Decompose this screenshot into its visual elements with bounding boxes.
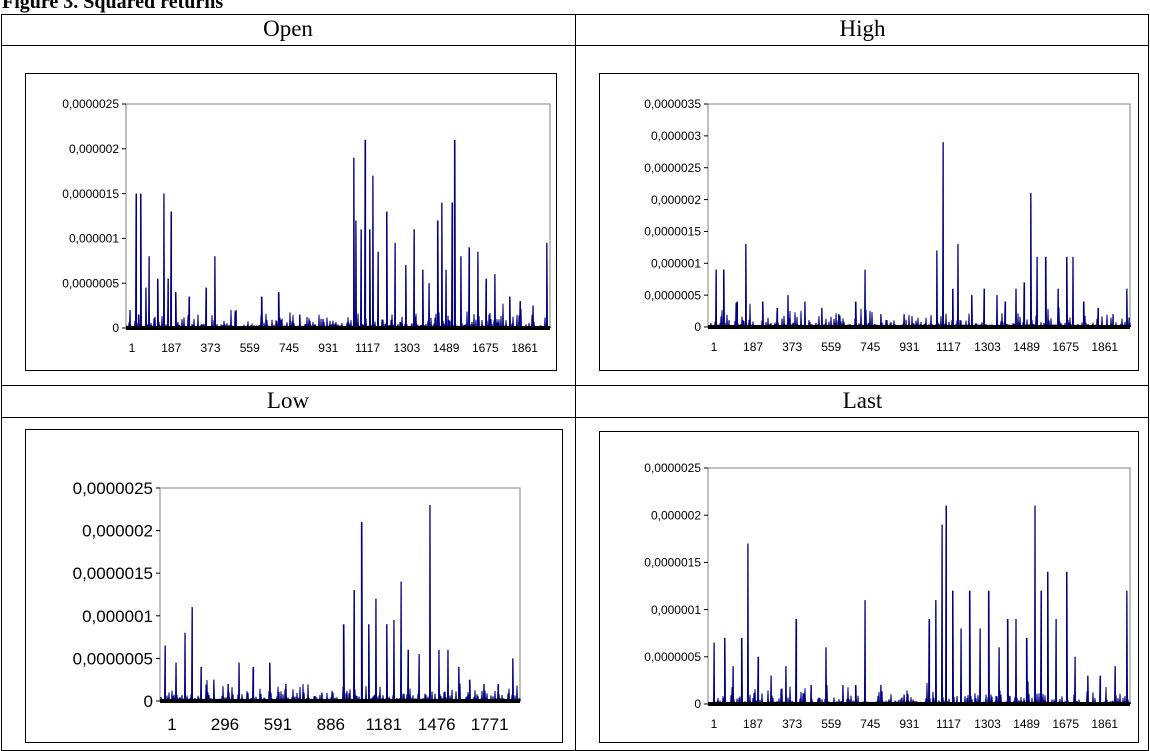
y-tick-label: 0,0000015 bbox=[73, 564, 153, 583]
x-tick-label: 931 bbox=[899, 717, 919, 731]
y-tick-label: 0,000002 bbox=[82, 522, 153, 541]
x-tick-label: 1117 bbox=[355, 341, 380, 355]
x-tick-label: 1303 bbox=[974, 717, 1001, 731]
y-tick-label: 0 bbox=[694, 320, 701, 334]
x-tick-label: 745 bbox=[279, 341, 299, 355]
chart-high: 0 0,0000005 0,000001 0,0000015 0,000002 0,000… bbox=[644, 97, 1131, 354]
x-tick-label: 296 bbox=[211, 715, 239, 734]
x-tick-label: 1 bbox=[129, 341, 136, 355]
table-border-right bbox=[1148, 15, 1149, 751]
x-tick-label: 886 bbox=[317, 715, 345, 734]
x-tick-label: 1675 bbox=[472, 341, 499, 355]
x-tick-label: 559 bbox=[821, 340, 841, 354]
x-tick-label: 1489 bbox=[433, 341, 460, 355]
y-tick-label: 0,0000015 bbox=[62, 187, 119, 201]
x-tick-label: 591 bbox=[264, 715, 292, 734]
y-tick-label: 0,0000005 bbox=[644, 288, 701, 302]
x-tick-label: 745 bbox=[860, 340, 880, 354]
y-tick-label: 0,0000025 bbox=[644, 461, 701, 475]
plot-area bbox=[159, 487, 521, 702]
x-tick-label: 1861 bbox=[1091, 340, 1118, 354]
y-tick-label: 0,0000005 bbox=[62, 276, 119, 290]
chart-panel-low: 0 0,0000005 0,000001 0,0000015 0,000002 0,000… bbox=[25, 429, 563, 743]
table-divider-header1 bbox=[1, 45, 1149, 46]
header-low: Low bbox=[266, 388, 310, 413]
x-tick-label: 1861 bbox=[1091, 717, 1118, 731]
x-tick-label: 373 bbox=[782, 717, 802, 731]
header-open: Open bbox=[263, 16, 313, 41]
x-tick-label: 373 bbox=[201, 341, 221, 355]
table-divider-middle bbox=[1, 385, 1149, 386]
y-tick-label: 0,0000015 bbox=[644, 556, 701, 570]
y-tick-label: 0,000002 bbox=[651, 508, 701, 522]
chart-panel-open: 0 0,0000005 0,000001 0,0000015 0,000002 0,000… bbox=[25, 73, 557, 371]
chart-last: 0 0,0000005 0,000001 0,0000015 0,000002 0,000… bbox=[644, 461, 1131, 731]
table-divider-header2 bbox=[1, 417, 1149, 418]
x-tick-label: 1675 bbox=[1052, 340, 1079, 354]
y-tick-label: 0,0000005 bbox=[73, 649, 153, 668]
x-tick-label: 931 bbox=[318, 341, 338, 355]
x-tick-label: 373 bbox=[782, 340, 802, 354]
x-tick-label: 1675 bbox=[1052, 717, 1079, 731]
chart-table: Open High Low Last 0 0,0000005 0,000001 0,0… bbox=[1, 14, 1149, 751]
y-tick-label: 0 bbox=[694, 697, 701, 711]
y-tick-label: 0,0000025 bbox=[73, 479, 153, 498]
x-tick-label: 1117 bbox=[936, 717, 961, 731]
x-tick-label: 1 bbox=[711, 717, 718, 731]
y-tick-label: 0,000002 bbox=[69, 142, 119, 156]
y-tick-label: 0,000003 bbox=[651, 129, 701, 143]
y-tick-label: 0,0000015 bbox=[644, 225, 701, 239]
y-tick-label: 0,000001 bbox=[69, 232, 119, 246]
y-tick-label: 0 bbox=[112, 321, 119, 335]
x-tick-label: 931 bbox=[899, 340, 919, 354]
y-tick-label: 0,0000005 bbox=[644, 650, 701, 664]
y-tick-label: 0,000002 bbox=[651, 193, 701, 207]
x-tick-label: 1476 bbox=[418, 715, 456, 734]
header-last: Last bbox=[842, 388, 883, 413]
x-tick-label: 187 bbox=[743, 340, 763, 354]
x-tick-label: 1 bbox=[711, 340, 718, 354]
table-border-left bbox=[1, 15, 2, 751]
y-tick-label: 0,0000035 bbox=[644, 97, 701, 111]
x-tick-label: 559 bbox=[240, 341, 260, 355]
x-tick-label: 1489 bbox=[1013, 340, 1040, 354]
table-divider-vertical bbox=[575, 15, 576, 751]
x-tick-label: 1117 bbox=[936, 340, 961, 354]
x-tick-label: 1181 bbox=[365, 715, 402, 734]
x-tick-label: 559 bbox=[821, 717, 841, 731]
x-tick-label: 1861 bbox=[511, 341, 538, 355]
x-tick-label: 1489 bbox=[1013, 717, 1040, 731]
x-tick-label: 1 bbox=[167, 715, 176, 734]
y-tick-label: 0,0000025 bbox=[644, 161, 701, 175]
y-tick-label: 0,0000025 bbox=[62, 97, 119, 111]
y-tick-label: 0,000001 bbox=[651, 256, 701, 270]
figure-caption: Figure 3. Squared returns bbox=[2, 0, 224, 13]
series-line bbox=[160, 504, 521, 703]
y-tick-label: 0 bbox=[144, 692, 153, 711]
header-high: High bbox=[839, 16, 886, 41]
x-tick-label: 1303 bbox=[974, 340, 1001, 354]
chart-open: 0 0,0000005 0,000001 0,0000015 0,000002 0,000… bbox=[62, 97, 551, 355]
x-tick-label: 187 bbox=[743, 717, 763, 731]
y-tick-label: 0,000001 bbox=[651, 603, 701, 617]
chart-panel-last: 0 0,0000005 0,000001 0,0000015 0,000002 0,000… bbox=[599, 431, 1139, 743]
chart-panel-high: 0 0,0000005 0,000001 0,0000015 0,000002 0,000… bbox=[599, 73, 1139, 371]
y-tick-label: 0,000001 bbox=[82, 607, 153, 626]
x-tick-label: 187 bbox=[161, 341, 181, 355]
x-tick-label: 1771 bbox=[471, 715, 509, 734]
x-tick-label: 745 bbox=[860, 717, 880, 731]
x-tick-label: 1303 bbox=[393, 341, 420, 355]
chart-low: 0 0,0000005 0,000001 0,0000015 0,000002 0,000… bbox=[73, 479, 521, 734]
